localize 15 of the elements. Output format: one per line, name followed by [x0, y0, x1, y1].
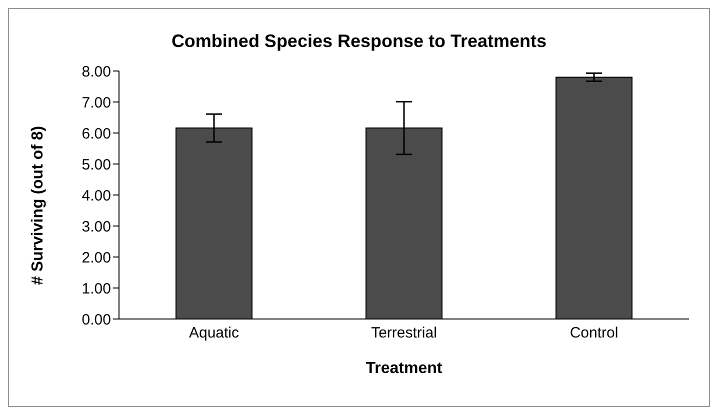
y-tick-label: 8.00 [82, 63, 111, 80]
y-tick-label: 2.00 [82, 249, 111, 266]
chart-title: Combined Species Response to Treatments [170, 31, 548, 52]
x-tick-label: Control [570, 324, 618, 342]
y-tick-label: 0.00 [82, 311, 111, 328]
x-tick-label: Terrestrial [371, 324, 437, 342]
y-tick-label: 3.00 [82, 218, 111, 236]
y-tick-label: 6.00 [82, 125, 111, 142]
y-tick-label: 7.00 [82, 94, 111, 112]
y-tick-label: 1.00 [82, 280, 111, 298]
x-axis-title: Treatment [366, 360, 443, 377]
x-tick-label: Aquatic [188, 324, 240, 342]
y-axis-title: # Surviving (out of 8) [30, 126, 47, 285]
y-tick-label: 5.00 [82, 156, 111, 174]
y-tick-label: 4.00 [82, 187, 111, 204]
